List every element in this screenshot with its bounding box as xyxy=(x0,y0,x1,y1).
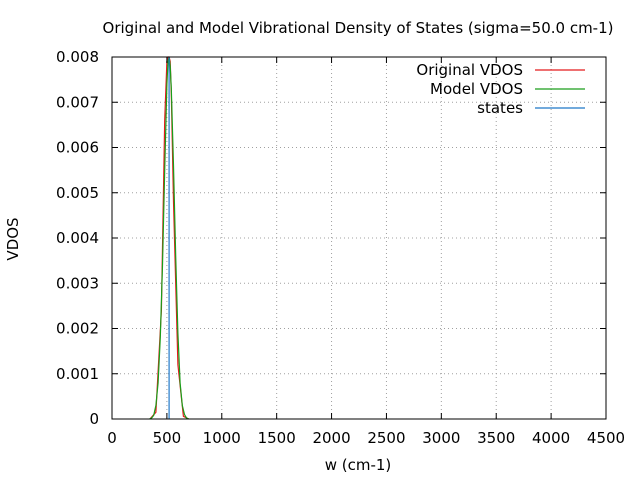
y-tick-label: 0.008 xyxy=(56,48,99,66)
x-tick-label: 500 xyxy=(153,429,182,447)
legend-label: Model VDOS xyxy=(430,80,523,98)
grid xyxy=(112,57,606,419)
series-layer xyxy=(149,56,190,420)
y-tick-label: 0.005 xyxy=(56,184,99,202)
y-tick-label: 0.001 xyxy=(56,365,99,383)
x-tick-label: 3500 xyxy=(477,429,515,447)
y-tick-label: 0.003 xyxy=(56,274,99,292)
x-tick-label: 2000 xyxy=(312,429,350,447)
ticks: 0 500 1000 1500 2000 2500 3000 3500 4000 4500 0 0.0… xyxy=(56,48,625,447)
x-tick-label: 2500 xyxy=(367,429,405,447)
y-tick-label: 0 xyxy=(89,410,99,428)
legend-label: states xyxy=(477,99,523,117)
x-tick-label: 3000 xyxy=(422,429,460,447)
chart-title: Original and Model Vibrational Density o… xyxy=(103,19,614,37)
legend-label: Original VDOS xyxy=(416,61,523,79)
x-tick-label: 0 xyxy=(107,429,117,447)
y-axis-label: VDOS xyxy=(4,217,22,260)
x-tick-label: 1500 xyxy=(258,429,296,447)
plot-frame xyxy=(111,56,607,420)
y-tick-label: 0.004 xyxy=(56,229,99,247)
y-tick-label: 0.002 xyxy=(56,320,99,338)
y-tick-label: 0.006 xyxy=(56,139,99,157)
x-tick-label: 1000 xyxy=(203,429,241,447)
x-tick-label: 4500 xyxy=(587,429,625,447)
x-axis-label: w (cm-1) xyxy=(325,456,392,474)
y-tick-label: 0.007 xyxy=(56,93,99,111)
x-tick-label: 4000 xyxy=(532,429,570,447)
